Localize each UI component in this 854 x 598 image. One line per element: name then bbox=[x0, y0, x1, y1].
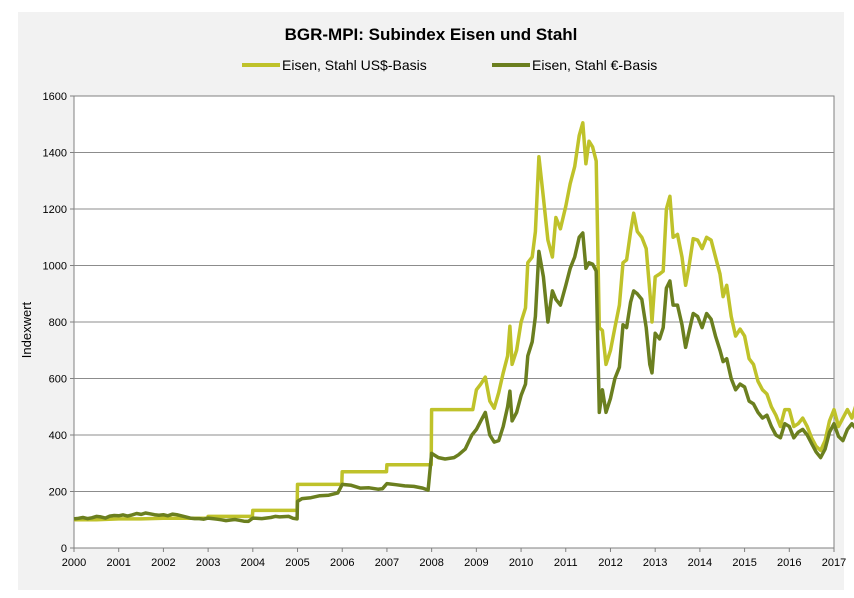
x-tick-label: 2017 bbox=[822, 557, 846, 569]
y-axis-label: Indexwert bbox=[19, 301, 34, 358]
legend-swatch-eur bbox=[492, 63, 530, 67]
x-tick-label: 2003 bbox=[196, 557, 220, 569]
legend-item-eur: Eisen, Stahl €-Basis bbox=[492, 57, 657, 73]
y-tick-label: 200 bbox=[49, 487, 67, 499]
x-tick-label: 2008 bbox=[419, 557, 443, 569]
x-tick-label: 2005 bbox=[285, 557, 309, 569]
x-tick-label: 2016 bbox=[777, 557, 801, 569]
series-line-1 bbox=[73, 231, 854, 524]
x-tick-label: 2013 bbox=[643, 557, 667, 569]
y-tick-label: 1000 bbox=[43, 261, 67, 273]
x-tick-label: 2010 bbox=[509, 557, 533, 569]
chart-legend: Eisen, Stahl US$-Basis Eisen, Stahl €-Ba… bbox=[18, 57, 844, 77]
y-tick-label: 800 bbox=[49, 317, 67, 329]
x-tick-label: 2000 bbox=[62, 557, 86, 569]
x-tick-label: 2011 bbox=[554, 557, 578, 569]
x-tick-label: 2012 bbox=[598, 557, 622, 569]
x-axis-ticks: 2000 2001 2002 2003 2004 2005 2006 2007 2008 2009… bbox=[62, 548, 846, 569]
y-tick-label: 1400 bbox=[43, 148, 67, 160]
y-tick-label: 1200 bbox=[43, 204, 67, 216]
y-tick-label: 0 bbox=[61, 543, 67, 555]
legend-label-eur: Eisen, Stahl €-Basis bbox=[532, 57, 658, 73]
y-axis-ticks: 0 200 400 600 800 1000 1200 1400 1600 bbox=[43, 91, 74, 555]
chart-title: BGR-MPI: Subindex Eisen und Stahl bbox=[284, 25, 578, 44]
legend-swatch-usd bbox=[242, 63, 280, 67]
y-tick-label: 400 bbox=[49, 430, 67, 442]
series-line-0 bbox=[74, 121, 854, 522]
y-tick-label: 600 bbox=[49, 374, 67, 386]
x-tick-label: 2001 bbox=[106, 557, 130, 569]
x-tick-label: 2004 bbox=[241, 557, 265, 569]
x-tick-label: 2015 bbox=[732, 557, 756, 569]
x-tick-label: 2002 bbox=[151, 557, 175, 569]
legend-label-usd: Eisen, Stahl US$-Basis bbox=[282, 57, 427, 73]
x-tick-label: 2014 bbox=[688, 557, 712, 569]
legend-item-usd: Eisen, Stahl US$-Basis bbox=[242, 57, 427, 73]
x-tick-label: 2006 bbox=[330, 557, 354, 569]
x-tick-label: 2007 bbox=[375, 557, 399, 569]
x-tick-label: 2009 bbox=[464, 557, 488, 569]
y-tick-label: 1600 bbox=[43, 91, 67, 103]
grid-lines bbox=[74, 152, 834, 492]
series-lines bbox=[73, 121, 854, 524]
